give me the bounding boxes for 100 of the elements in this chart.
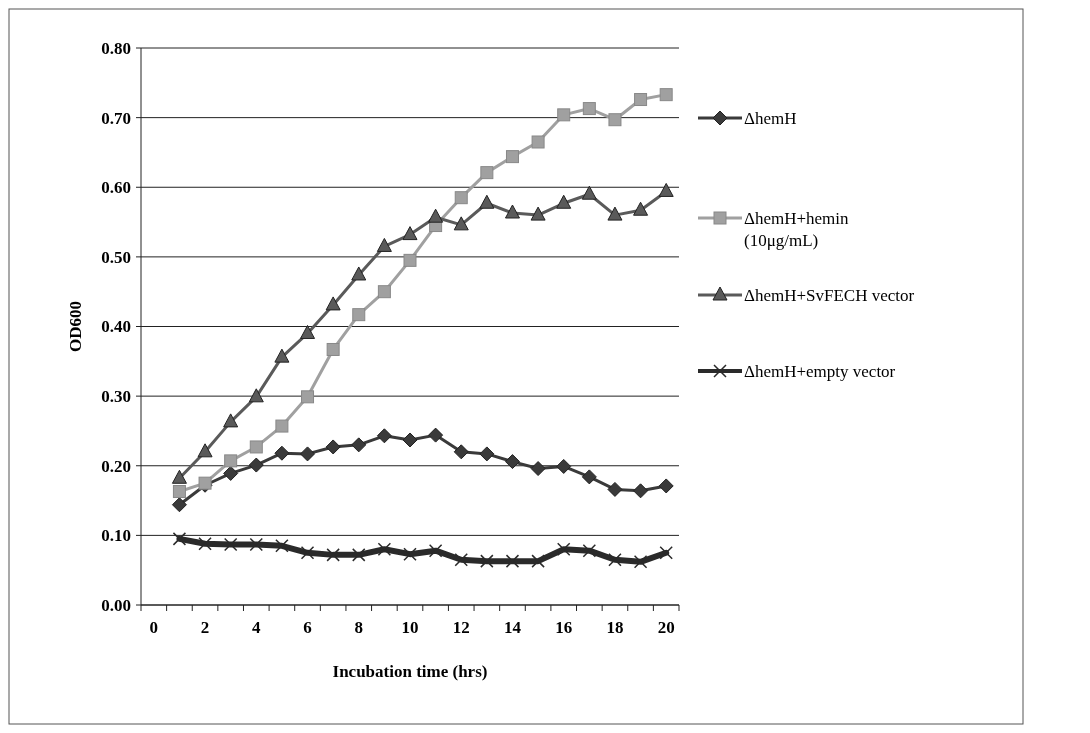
point [249,440,263,454]
point [607,481,623,497]
point [453,444,469,460]
point [376,428,392,444]
x-tick-label: 20 [657,618,675,637]
legend-label: ΔhemH [744,108,797,128]
x-axis-title: Incubation time (hrs) [332,662,488,681]
point [505,150,519,164]
point [480,166,494,180]
legend-label: ΔhemH+SvFECH vector [744,285,915,305]
point [505,554,520,568]
point [480,554,494,568]
point [352,308,366,322]
point [376,237,392,252]
point [275,539,289,553]
point [377,285,391,299]
point [557,108,571,122]
point [453,216,469,231]
point [428,427,444,443]
point [249,537,264,552]
point [377,542,392,557]
x-tick-label: 2 [200,618,210,637]
point [428,543,443,558]
point [300,324,316,339]
point [325,296,341,311]
x-tick-label: 4 [252,618,262,637]
x-tick-label: 18 [606,618,624,637]
point [633,483,649,499]
y-tick-label: 0.40 [101,317,131,337]
point [248,388,264,403]
point [223,465,239,481]
point [530,206,546,221]
point [248,457,264,473]
x-tick-label: 16 [555,618,573,637]
point [223,537,238,552]
point [479,446,495,462]
y-tick-label: 0.70 [101,108,131,128]
point [504,204,520,219]
point [608,113,622,127]
legend-label: ΔhemH+hemin (10μg/mL) [744,208,850,251]
point [581,469,597,485]
point [658,182,674,197]
point [402,432,418,448]
point [171,497,187,513]
point [531,554,545,568]
point [633,555,648,569]
x-tick-label: 10 [401,618,419,637]
point [171,469,187,484]
point [300,446,316,462]
point [479,194,495,209]
point [428,208,444,223]
point [325,439,341,455]
legend-label: ΔhemH+empty vector [744,361,896,381]
x-tick-label: 14 [503,618,522,637]
point [403,547,417,561]
x-tick-label: 0 [149,618,159,637]
point [634,93,648,107]
point [608,552,622,567]
point [504,454,520,470]
point [556,542,571,557]
point [223,413,239,428]
point [659,88,673,102]
y-tick-label: 0.80 [101,38,131,58]
point [530,461,546,477]
point [275,419,289,433]
y-axis-title: OD600 [66,301,85,352]
point [301,390,315,404]
y-tick-label: 0.10 [101,526,131,546]
point [556,458,572,474]
point [607,206,623,221]
y-tick-label: 0.00 [101,595,131,615]
point [274,348,290,363]
y-tick-label: 0.30 [101,387,131,407]
point [582,543,597,558]
point [454,191,468,205]
point [531,135,545,149]
y-tick-label: 0.60 [101,178,131,198]
point [658,478,674,494]
point [582,102,596,116]
point [403,253,417,267]
point [581,185,597,200]
point [172,485,186,499]
point [659,546,673,560]
point [274,445,290,461]
point [454,552,468,567]
point [352,548,366,562]
point [326,548,340,562]
point [351,266,367,281]
y-tick-label: 0.20 [101,456,131,476]
point [326,342,340,356]
point [351,437,367,453]
point [556,194,572,209]
point [402,226,418,241]
point [198,536,212,551]
y-tick-label: 0.50 [101,247,131,267]
point [633,201,649,216]
x-tick-label: 8 [354,618,364,637]
point [224,454,238,468]
point [300,546,315,560]
point [197,443,213,458]
